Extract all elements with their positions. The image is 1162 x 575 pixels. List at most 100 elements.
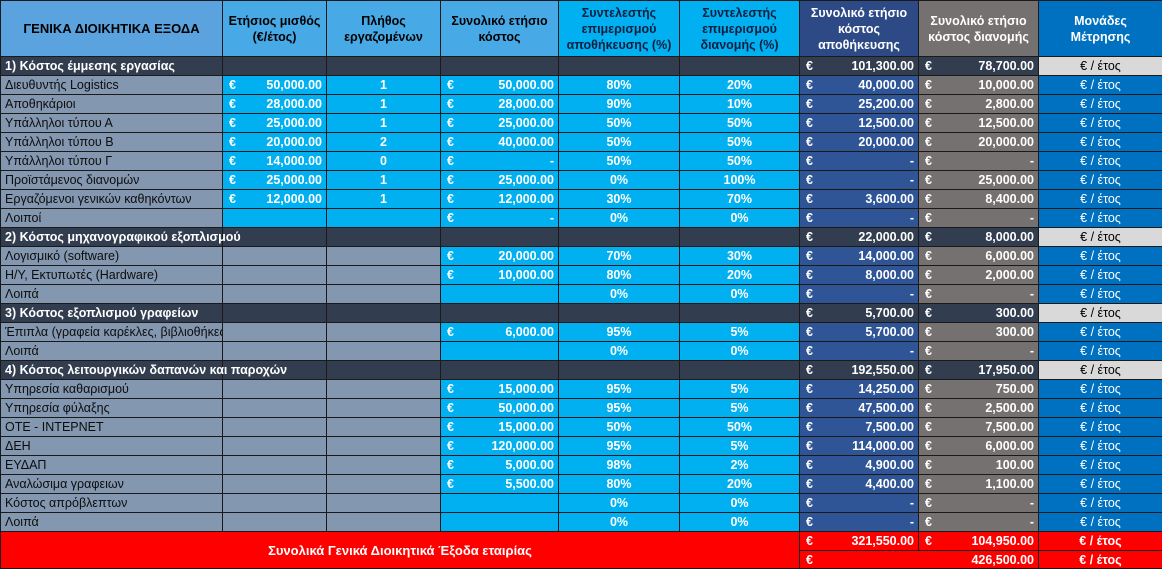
- row-salary[interactable]: [222, 246, 327, 266]
- row-distribution-coef[interactable]: 50%: [679, 151, 800, 171]
- row-unit[interactable]: € / έτος: [1038, 189, 1162, 209]
- section-distribution-total[interactable]: €8,000.00: [918, 227, 1039, 247]
- section-storage-total[interactable]: €22,000.00: [799, 227, 919, 247]
- row-distribution-coef[interactable]: 5%: [679, 436, 800, 456]
- row-storage-cost[interactable]: €25,200.00: [799, 94, 919, 114]
- header-title[interactable]: ΓΕΝΙΚΑ ΔΙΟΙΚΗΤΙΚΑ ΕΞΟΔΑ: [0, 0, 223, 57]
- row-unit[interactable]: € / έτος: [1038, 474, 1162, 494]
- grand-total[interactable]: €426,500.00: [799, 550, 1039, 569]
- row-distribution-coef[interactable]: 100%: [679, 170, 800, 190]
- row-storage-cost[interactable]: € -: [799, 208, 919, 228]
- row-storage-coef[interactable]: 80%: [558, 474, 680, 494]
- row-name[interactable]: Υπηρεσία καθαρισμού: [0, 379, 223, 399]
- header-storage-coef[interactable]: Συντελεστής επιμερισμού αποθήκευσης (%): [558, 0, 680, 57]
- row-storage-coef[interactable]: 95%: [558, 398, 680, 418]
- row-storage-coef[interactable]: 90%: [558, 94, 680, 114]
- row-name[interactable]: Διευθυντής Logistics: [0, 75, 223, 95]
- row-distribution-coef[interactable]: 70%: [679, 189, 800, 209]
- total-distribution-cost[interactable]: €104,950.00: [918, 531, 1039, 551]
- row-distribution-coef[interactable]: 5%: [679, 322, 800, 342]
- row-distribution-cost[interactable]: €7,500.00: [918, 417, 1039, 437]
- row-employees[interactable]: [326, 208, 441, 228]
- row-name[interactable]: Υπάλληλοι τύπου Α: [0, 113, 223, 133]
- row-employees[interactable]: [326, 246, 441, 266]
- header-salary[interactable]: Ετήσιος μισθός (€/έτος): [222, 0, 327, 57]
- section-empty-cell[interactable]: [558, 360, 680, 380]
- row-storage-coef[interactable]: 0%: [558, 493, 680, 513]
- row-name[interactable]: Εργαζόμενοι γενικών καθηκόντων: [0, 189, 223, 209]
- row-annual-cost[interactable]: €20,000.00: [440, 246, 559, 266]
- row-annual-cost[interactable]: € -: [440, 151, 559, 171]
- row-unit[interactable]: € / έτος: [1038, 208, 1162, 228]
- row-employees[interactable]: [326, 284, 441, 304]
- row-unit[interactable]: € / έτος: [1038, 94, 1162, 114]
- row-distribution-coef[interactable]: 20%: [679, 265, 800, 285]
- row-name[interactable]: Λογισμικό (software): [0, 246, 223, 266]
- row-annual-cost[interactable]: €12,000.00: [440, 189, 559, 209]
- row-distribution-cost[interactable]: €1,100.00: [918, 474, 1039, 494]
- row-employees[interactable]: [326, 265, 441, 285]
- row-unit[interactable]: € / έτος: [1038, 417, 1162, 437]
- row-salary[interactable]: [222, 417, 327, 437]
- row-employees[interactable]: 0: [326, 151, 441, 171]
- header-annual-cost[interactable]: Συνολικό ετήσιο κόστος: [440, 0, 559, 57]
- row-storage-coef[interactable]: 50%: [558, 151, 680, 171]
- row-annual-cost[interactable]: €6,000.00: [440, 322, 559, 342]
- row-storage-coef[interactable]: 50%: [558, 113, 680, 133]
- row-storage-cost[interactable]: € -: [799, 341, 919, 361]
- header-unit[interactable]: Μονάδες Μέτρησης: [1038, 0, 1162, 57]
- row-salary[interactable]: €25,000.00: [222, 113, 327, 133]
- row-distribution-cost[interactable]: €10,000.00: [918, 75, 1039, 95]
- section-empty-cell[interactable]: [326, 303, 441, 323]
- row-salary[interactable]: [222, 341, 327, 361]
- row-distribution-cost[interactable]: € -: [918, 284, 1039, 304]
- totals-label[interactable]: Συνολικά Γενικά Διοικητικά Έξοδα εταιρία…: [0, 531, 800, 569]
- row-employees[interactable]: [326, 379, 441, 399]
- row-storage-cost[interactable]: €47,500.00: [799, 398, 919, 418]
- row-distribution-cost[interactable]: €20,000.00: [918, 132, 1039, 152]
- row-name[interactable]: Αναλώσιμα γραφειων: [0, 474, 223, 494]
- row-distribution-coef[interactable]: 50%: [679, 113, 800, 133]
- row-storage-coef[interactable]: 0%: [558, 284, 680, 304]
- row-salary[interactable]: €28,000.00: [222, 94, 327, 114]
- row-distribution-cost[interactable]: €300.00: [918, 322, 1039, 342]
- row-salary[interactable]: [222, 436, 327, 456]
- row-annual-cost[interactable]: €5,000.00: [440, 455, 559, 475]
- section-empty-cell[interactable]: [222, 227, 327, 247]
- row-unit[interactable]: € / έτος: [1038, 132, 1162, 152]
- section-distribution-total[interactable]: €17,950.00: [918, 360, 1039, 380]
- row-annual-cost[interactable]: €25,000.00: [440, 170, 559, 190]
- row-distribution-coef[interactable]: 20%: [679, 75, 800, 95]
- row-name[interactable]: Υπάλληλοι τύπου Β: [0, 132, 223, 152]
- section-empty-cell[interactable]: [558, 56, 680, 76]
- row-storage-cost[interactable]: € -: [799, 284, 919, 304]
- row-annual-cost[interactable]: [440, 284, 559, 304]
- header-annual-storage-cost[interactable]: Συνολικό ετήσιο κόστος αποθήκευσης: [799, 0, 919, 57]
- section-empty-cell[interactable]: [440, 56, 559, 76]
- row-storage-cost[interactable]: €40,000.00: [799, 75, 919, 95]
- row-name[interactable]: Αποθηκάριοι: [0, 94, 223, 114]
- row-annual-cost[interactable]: € -: [440, 208, 559, 228]
- section-unit[interactable]: € / έτος: [1038, 56, 1162, 76]
- row-distribution-coef[interactable]: 0%: [679, 512, 800, 532]
- section-empty-cell[interactable]: [222, 303, 327, 323]
- row-unit[interactable]: € / έτος: [1038, 493, 1162, 513]
- row-salary[interactable]: [222, 265, 327, 285]
- row-salary[interactable]: [222, 493, 327, 513]
- row-salary[interactable]: [222, 322, 327, 342]
- row-storage-cost[interactable]: €8,000.00: [799, 265, 919, 285]
- row-storage-cost[interactable]: €20,000.00: [799, 132, 919, 152]
- row-storage-coef[interactable]: 98%: [558, 455, 680, 475]
- row-storage-coef[interactable]: 80%: [558, 265, 680, 285]
- section-storage-total[interactable]: €192,550.00: [799, 360, 919, 380]
- row-annual-cost[interactable]: [440, 512, 559, 532]
- row-salary[interactable]: €20,000.00: [222, 132, 327, 152]
- total-storage-cost[interactable]: €321,550.00: [799, 531, 919, 551]
- row-storage-coef[interactable]: 70%: [558, 246, 680, 266]
- row-unit[interactable]: € / έτος: [1038, 455, 1162, 475]
- row-distribution-coef[interactable]: 30%: [679, 246, 800, 266]
- row-storage-coef[interactable]: 50%: [558, 132, 680, 152]
- row-storage-cost[interactable]: € -: [799, 512, 919, 532]
- row-storage-cost[interactable]: €12,500.00: [799, 113, 919, 133]
- row-annual-cost[interactable]: [440, 341, 559, 361]
